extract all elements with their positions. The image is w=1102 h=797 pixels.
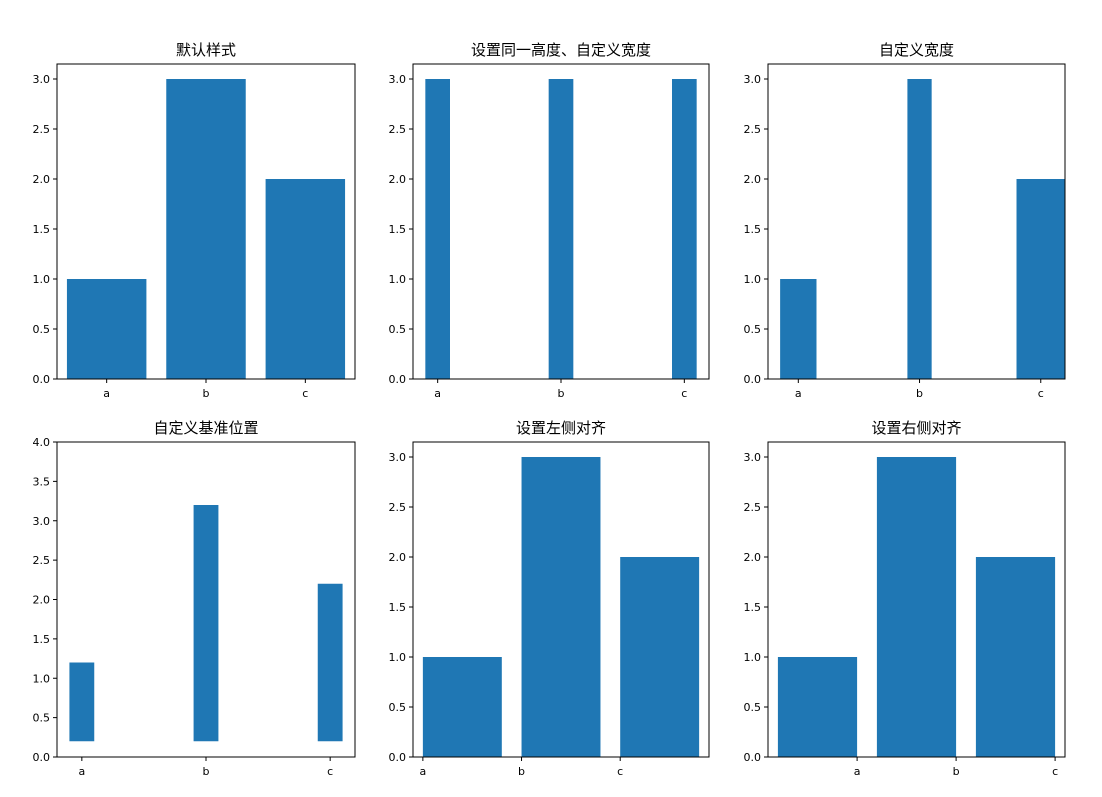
x-tick-label: b <box>953 765 960 778</box>
bar-c <box>265 179 346 379</box>
x-tick-label: b <box>916 387 923 400</box>
subplot-title: 设置左侧对齐 <box>516 419 606 437</box>
x-tick-label: b <box>518 765 525 778</box>
y-tick-label: 2.5 <box>389 501 407 514</box>
axes-frame <box>767 441 1066 758</box>
y-tick-label: 1.5 <box>33 223 51 236</box>
bar-c <box>620 557 700 757</box>
y-tick-label: 1.0 <box>744 273 762 286</box>
bar-a <box>66 279 147 379</box>
y-tick-label: 3.5 <box>33 475 51 488</box>
y-tick-label: 0.5 <box>389 701 407 714</box>
y-tick-label: 2.5 <box>33 123 51 136</box>
y-tick-label: 0.5 <box>33 323 51 336</box>
y-tick-label: 1.0 <box>33 273 51 286</box>
x-tick-label: a <box>854 765 861 778</box>
bar-b <box>907 79 932 379</box>
y-tick-label: 0.0 <box>33 751 51 764</box>
y-tick-label: 3.0 <box>389 73 407 86</box>
x-tick-label: c <box>1052 765 1058 778</box>
y-tick-label: 1.5 <box>744 223 762 236</box>
y-tick-label: 1.0 <box>33 672 51 685</box>
y-tick-label: 1.5 <box>33 633 51 646</box>
x-tick-label: b <box>203 765 210 778</box>
y-tick-label: 0.5 <box>744 323 762 336</box>
y-tick-label: 2.5 <box>33 554 51 567</box>
bar-b <box>521 457 601 757</box>
subplot-2: 0.0 0.5 1.0 1.5 2.0 2.5 3.0 a b c 设置同一高度、自定义宽度 <box>389 41 710 400</box>
y-tick-label: 0.0 <box>389 373 407 386</box>
subplot-title: 设置右侧对齐 <box>871 419 961 437</box>
y-tick-label: 3.0 <box>744 73 762 86</box>
bar-a <box>69 662 95 742</box>
y-tick-label: 2.5 <box>744 501 762 514</box>
x-tick-label: a <box>434 387 441 400</box>
y-tick-label: 0.0 <box>33 373 51 386</box>
bar-a <box>425 79 450 379</box>
x-tick-label: c <box>327 765 333 778</box>
subplot-title: 默认样式 <box>176 41 236 59</box>
bar-b <box>166 79 246 379</box>
x-tick-label: c <box>1038 387 1044 400</box>
y-tick-label: 0.0 <box>389 751 407 764</box>
bar-a <box>777 657 858 757</box>
bar-c <box>317 583 343 742</box>
x-tick-label: b <box>558 387 565 400</box>
y-tick-label: 3.0 <box>389 451 407 464</box>
axes-frame <box>767 63 1066 380</box>
y-tick-label: 2.0 <box>389 551 407 564</box>
y-tick-label: 2.0 <box>33 173 51 186</box>
bar-a <box>422 657 502 757</box>
y-tick-label: 0.0 <box>744 751 762 764</box>
y-tick-label: 2.5 <box>389 123 407 136</box>
y-tick-label: 1.5 <box>389 223 407 236</box>
y-tick-label: 2.0 <box>744 173 762 186</box>
y-tick-label: 2.0 <box>744 551 762 564</box>
bar-c <box>1016 179 1065 379</box>
y-tick-label: 2.5 <box>744 123 762 136</box>
x-tick-label: c <box>302 387 308 400</box>
bar-b <box>193 505 219 742</box>
y-tick-label: 0.0 <box>744 373 762 386</box>
y-tick-label: 1.0 <box>389 273 407 286</box>
y-tick-label: 1.5 <box>744 601 762 614</box>
bar-b <box>548 79 574 379</box>
y-tick-label: 3.0 <box>744 451 762 464</box>
bar-b <box>876 457 957 757</box>
x-tick-label: c <box>617 765 623 778</box>
subplot-4: 0.0 0.5 1.0 1.5 2.0 2.5 3.0 3.5 4.0 a b c 自定义基准位置 <box>33 419 356 778</box>
x-tick-label: b <box>203 387 210 400</box>
subplot-title: 自定义宽度 <box>879 41 954 59</box>
y-tick-label: 1.0 <box>389 651 407 664</box>
x-tick-label: a <box>78 765 85 778</box>
y-tick-label: 0.5 <box>33 712 51 725</box>
y-tick-label: 2.0 <box>389 173 407 186</box>
x-tick-label: a <box>103 387 110 400</box>
subplot-6: 0.0 0.5 1.0 1.5 2.0 2.5 3.0 a b c 设置右侧对齐 <box>744 419 1066 778</box>
x-tick-label: a <box>419 765 426 778</box>
subplot-title: 设置同一高度、自定义宽度 <box>471 41 651 59</box>
y-tick-label: 3.0 <box>33 73 51 86</box>
y-tick-label: 3.0 <box>33 515 51 528</box>
bar-c <box>975 557 1056 757</box>
bar-c <box>672 79 697 379</box>
y-tick-label: 1.0 <box>744 651 762 664</box>
axes-frame <box>412 441 710 758</box>
subplot-title: 自定义基准位置 <box>153 419 258 437</box>
x-tick-label: c <box>681 387 687 400</box>
y-tick-label: 1.5 <box>389 601 407 614</box>
y-tick-label: 4.0 <box>33 436 51 449</box>
subplot-3: 0.0 0.5 1.0 1.5 2.0 2.5 3.0 a b c 自定义宽度 <box>744 41 1066 400</box>
y-tick-label: 0.5 <box>389 323 407 336</box>
bar-a <box>780 279 817 379</box>
x-tick-label: a <box>795 387 802 400</box>
subplot-5: 0.0 0.5 1.0 1.5 2.0 2.5 3.0 a b c 设置左侧对齐 <box>389 419 710 778</box>
y-tick-label: 2.0 <box>33 594 51 607</box>
subplot-1: 0.0 0.5 1.0 1.5 2.0 2.5 3.0 a b c 默认样式 <box>33 41 356 400</box>
y-tick-label: 0.5 <box>744 701 762 714</box>
